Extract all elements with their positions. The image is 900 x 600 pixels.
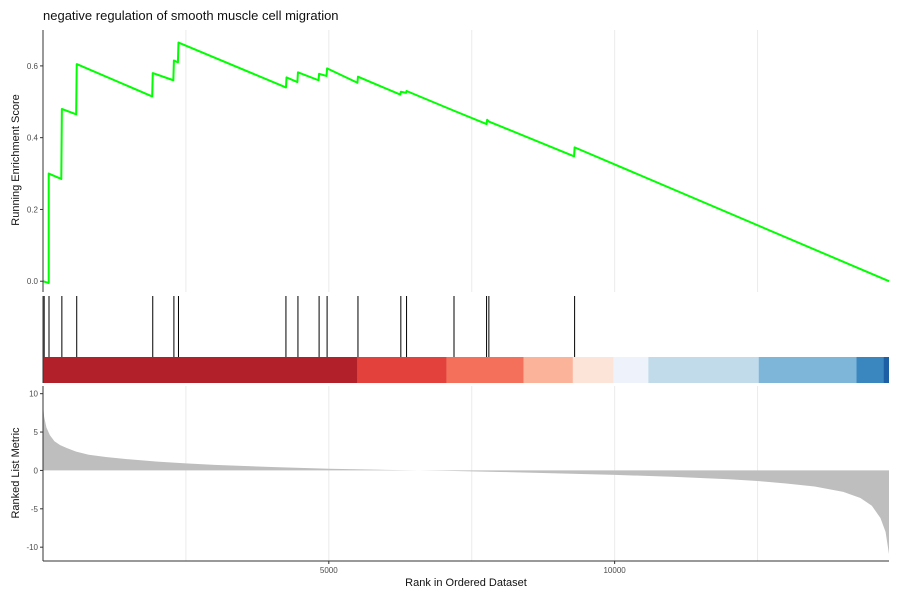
metric-y-tick-label: -5 xyxy=(31,505,39,514)
ranked-metric-y-axis-label: Ranked List Metric xyxy=(10,427,22,519)
metric-y-tick-label: 10 xyxy=(29,390,38,399)
x-tick-label: 10000 xyxy=(603,566,626,575)
enrichment-y-tick-label: 0.6 xyxy=(27,62,39,71)
rank-color-band xyxy=(883,357,889,383)
rank-color-band xyxy=(446,357,524,383)
grid-lines xyxy=(185,30,759,561)
rank-color-band xyxy=(523,357,573,383)
rank-color-band xyxy=(758,357,857,383)
rank-color-band xyxy=(856,357,884,383)
rank-color-band xyxy=(572,357,614,383)
enrichment-y-axis-label: Running Enrichment Score xyxy=(10,94,22,225)
rank-color-band xyxy=(648,357,759,383)
x-axis-label: Rank in Ordered Dataset xyxy=(405,577,527,589)
metric-y-tick-label: 0 xyxy=(34,466,39,475)
enrichment-score-panel xyxy=(42,41,890,285)
metric-y-tick-label: 5 xyxy=(34,428,39,437)
rank-color-bar xyxy=(43,357,889,383)
rank-color-band xyxy=(43,357,358,383)
enrichment-y-tick-label: 0.0 xyxy=(27,277,39,286)
metric-y-tick-label: -10 xyxy=(26,543,38,552)
ranked-metric-panel xyxy=(43,404,889,555)
chart-title: negative regulation of smooth muscle cel… xyxy=(43,8,339,23)
rank-color-band xyxy=(613,357,649,383)
x-tick-label: 5000 xyxy=(320,566,338,575)
enrichment-y-tick-label: 0.4 xyxy=(27,134,39,143)
axes: 0.0 0.2 0.4 0.6 10 5 0 -5 -10 5000 10000 xyxy=(26,30,889,575)
enrichment-score-line xyxy=(42,41,890,285)
rank-color-band xyxy=(357,357,447,383)
enrichment-y-tick-label: 0.2 xyxy=(27,205,39,214)
ranked-metric-area xyxy=(43,404,889,555)
